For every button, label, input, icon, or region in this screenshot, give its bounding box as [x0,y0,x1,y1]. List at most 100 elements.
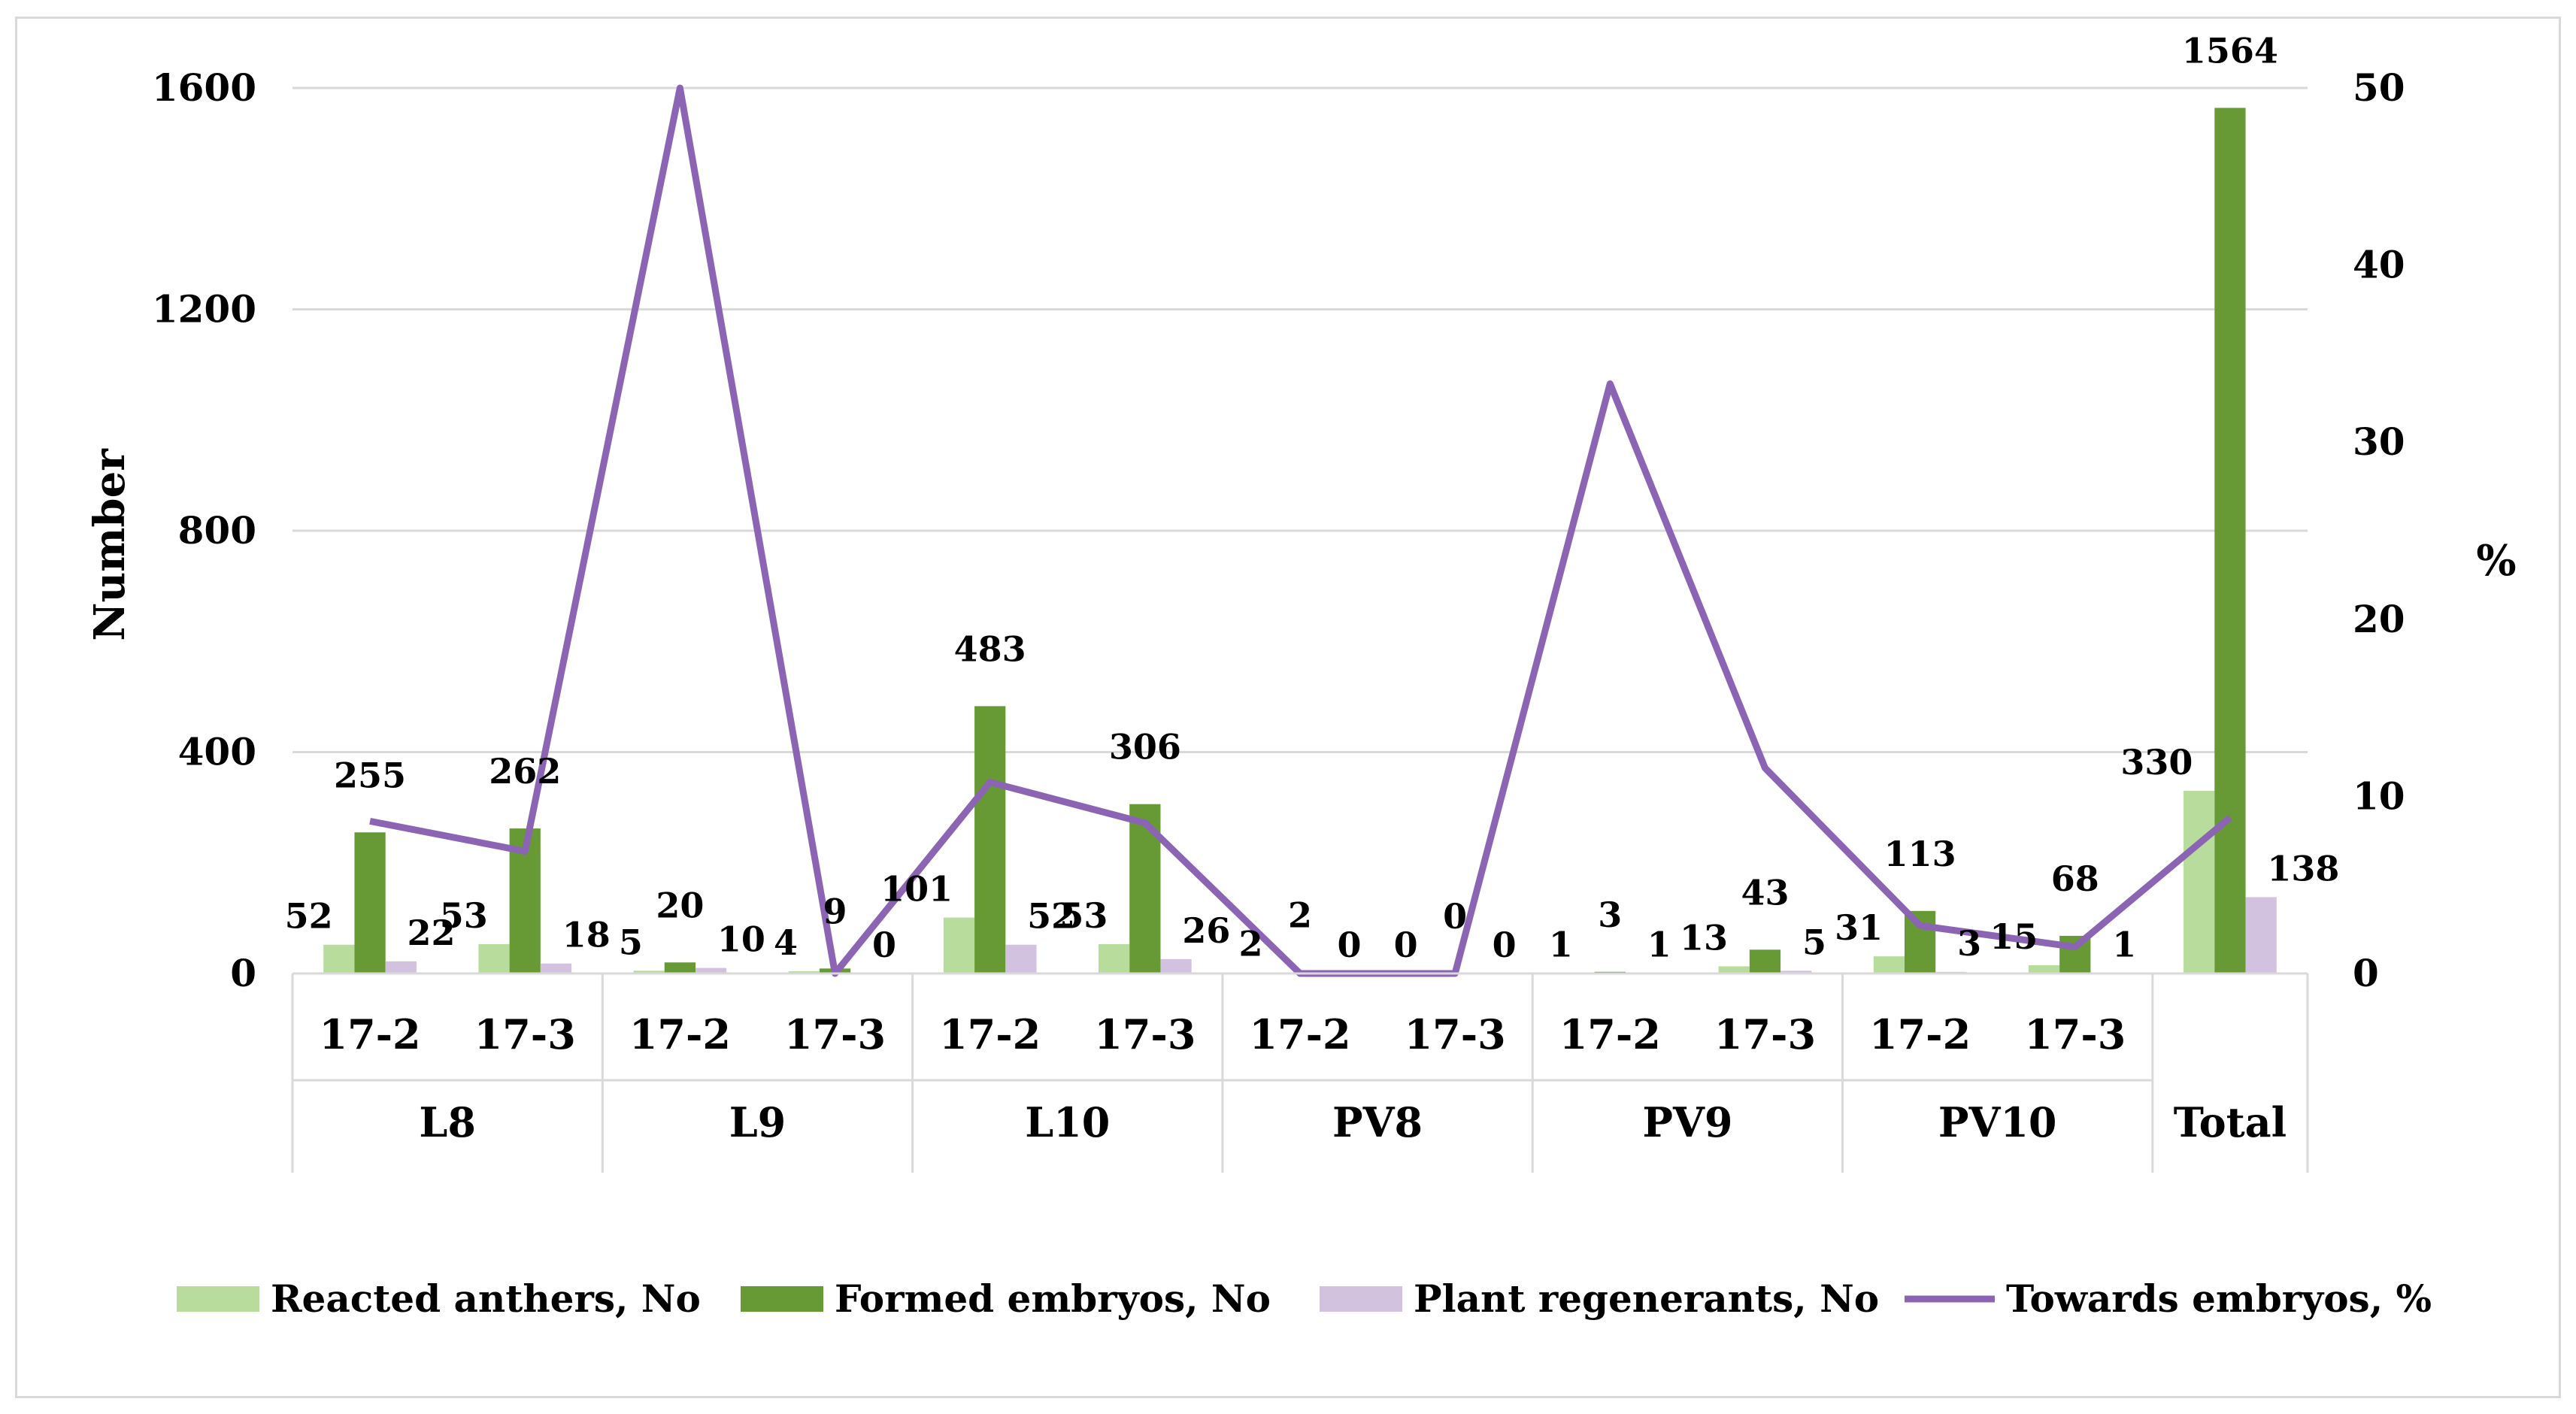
bar-plant-regenerants [1780,970,1812,973]
legend-label: Towards embryos, % [2006,1276,2432,1321]
bar-reacted-anthers [323,944,355,973]
data-label: 52 [1027,896,1075,937]
data-label: 0 [1337,925,1361,965]
category-label: 17-2 [1249,1010,1350,1058]
legend-label: Formed embryos, No [835,1276,1271,1321]
data-label: 306 [1109,727,1181,768]
data-label: 1 [1549,924,1573,964]
y-tick-label: 800 [178,508,256,553]
bar-reacted-anthers [1873,956,1905,973]
y2-tick-label: 40 [2353,243,2405,287]
data-label: 262 [489,751,561,792]
bars [323,107,2277,973]
group-label: L8 [419,1098,476,1146]
legend-swatch [1320,1286,1402,1312]
bar-reacted-anthers [2028,964,2060,973]
data-label: 483 [954,628,1026,669]
data-label: 3 [1598,895,1622,935]
data-label: 5 [619,922,643,962]
data-label: 53 [440,895,488,936]
group-label: L10 [1025,1098,1110,1146]
bar-reacted-anthers [943,917,975,973]
data-label: 68 [2051,858,2099,899]
bar-reacted-anthers [633,970,665,973]
bar-plant-regenerants [2245,897,2277,973]
category-label: 17-2 [320,1010,421,1058]
category-label: 17-3 [1405,1010,1506,1058]
data-label: 0 [1394,925,1418,965]
bar-reacted-anthers [478,943,510,973]
data-label: 2 [1288,895,1312,936]
y-tick-label: 400 [178,730,256,774]
data-label: 10 [717,919,765,960]
data-label: 113 [1884,834,1956,874]
data-label: 0 [1493,925,1517,965]
y2-axis-title: % [2476,536,2516,586]
group-label: Total [2174,1098,2287,1146]
group-label: L9 [729,1098,786,1146]
data-label: 0 [1443,896,1467,937]
bar-reacted-anthers [1718,966,1750,973]
bar-formed-embryos [664,962,696,973]
data-label: 0 [872,925,896,965]
bar-plant-regenerants [1160,958,1192,973]
category-label: 17-3 [784,1010,886,1058]
data-label: 52 [285,896,333,937]
data-label: 26 [1182,910,1230,951]
data-label: 3 [1957,923,1981,964]
y-tick-label: 1600 [152,65,256,110]
group-label: PV10 [1938,1098,2057,1146]
y-axis-title: Number [85,448,135,641]
category-label: 17-2 [629,1010,731,1058]
y2-tick-label: 30 [2353,419,2405,464]
data-label: 1 [2112,924,2136,964]
bar-plant-regenerants [540,963,572,973]
bar-plant-regenerants [696,967,727,973]
data-label: 1564 [2182,31,2278,71]
data-label: 9 [823,891,847,931]
data-label: 4 [774,922,798,963]
legend-label: Reacted anthers, No [271,1276,701,1321]
data-label: 20 [656,885,704,925]
bar-formed-embryos [1749,949,1781,973]
data-label: 5 [1802,922,1826,962]
data-label: 22 [408,913,456,953]
data-label: 15 [1990,916,2038,957]
data-label: 31 [1835,907,1883,948]
legend-label: Plant regenerants, No [1414,1276,1879,1321]
category-axis: 17-2 17-3 17-2 17-3 17-2 17-3 17-2 17-3 17-2 17-3… [291,973,2309,1173]
gridlines [292,86,2308,753]
bar-plant-regenerants [1005,944,1037,973]
data-label: 2 [1239,924,1263,964]
legend-swatch [741,1286,823,1312]
chart-frame: 52 53 5 4 101 53 2 0 1 13 31 15 330 255 262 20 9 483 306 2 0… [15,17,2561,1398]
legend-swatch [177,1286,259,1312]
category-label: 17-3 [1094,1010,1196,1058]
data-label: 101 [880,869,953,910]
data-label: 18 [562,915,611,955]
legend: Reacted anthers, No Formed embryos, No Pla… [177,1276,2432,1321]
data-label: 255 [334,755,406,795]
category-label: 17-3 [2024,1010,2126,1058]
data-label: 13 [1680,917,1728,958]
category-label: 17-2 [1869,1010,1971,1058]
category-label: 17-3 [1714,1010,1816,1058]
data-label: 138 [2267,848,2339,889]
y-tick-label: 1200 [152,287,256,332]
y-tick-label: 0 [230,951,256,995]
y2-tick-label: 0 [2353,951,2379,995]
y2-tick-label: 50 [2353,65,2405,110]
bar-formed-embryos [974,706,1006,973]
group-label: PV8 [1332,1098,1423,1146]
data-label: 43 [1741,872,1789,913]
category-label: 17-3 [474,1010,576,1058]
bar-formed-embryos [2214,107,2246,973]
data-label: 330 [2120,742,2193,783]
category-label: 17-2 [1559,1010,1661,1058]
y2-tick-label: 20 [2353,597,2405,641]
data-label: 1 [1647,924,1671,964]
category-label: 17-2 [939,1010,1041,1058]
